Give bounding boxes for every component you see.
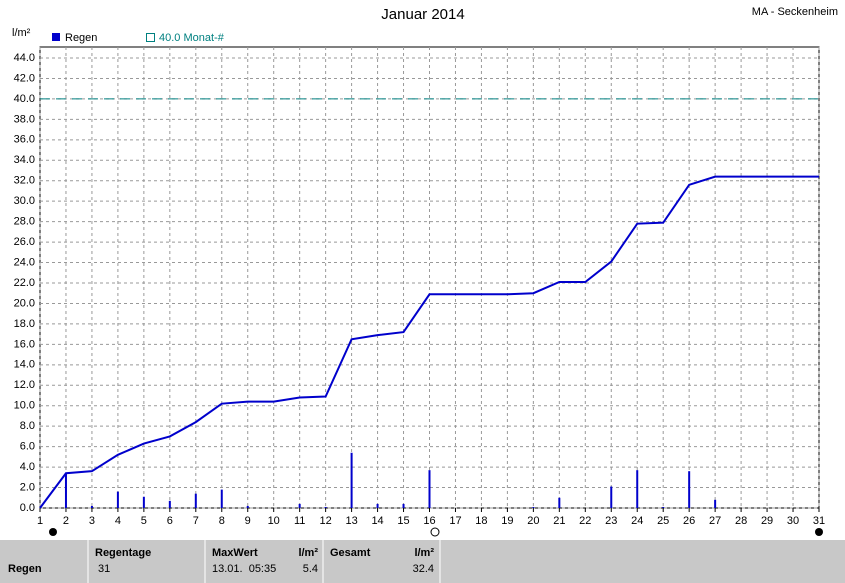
x-tick-label: 27 [709,515,721,527]
x-tick-label: 22 [579,515,591,527]
summary-panel [0,540,845,583]
legend-swatch [146,33,155,42]
y-tick-label: 16.0 [14,338,35,350]
x-tick-label: 8 [219,515,225,527]
y-tick-label: 8.0 [20,420,35,432]
cumulative-line [39,175,819,509]
summary-header: MaxWert [212,547,258,559]
summary-header: Gesamt [330,547,371,559]
x-tick-label: 10 [268,515,280,527]
x-tick-label: 12 [320,515,332,527]
x-tick-label: 26 [683,515,695,527]
x-tick-label: 5 [141,515,147,527]
marker [49,528,57,536]
summary-header: l/m² [298,547,318,559]
y-tick-label: 42.0 [14,72,35,84]
summary-header: Regentage [95,547,151,559]
y-tick-label: 40.0 [14,93,35,105]
x-tick-label: 6 [167,515,173,527]
x-tick-label: 14 [371,515,383,527]
x-tick-label: 4 [115,515,121,527]
summary-value: 31 [98,563,110,575]
legend-label: 40.0 Monat-# [159,32,225,44]
y-tick-label: 24.0 [14,256,35,268]
x-tick-label: 25 [657,515,669,527]
y-tick-label: 32.0 [14,175,35,187]
legend-swatch [52,33,60,41]
x-tick-label: 9 [245,515,251,527]
y-tick-label: 26.0 [14,236,35,248]
y-tick-label: 4.0 [20,461,35,473]
x-tick-label: 11 [294,515,305,527]
x-tick-label: 16 [423,515,435,527]
legend-label: Regen [65,32,97,44]
y-tick-label: 30.0 [14,195,35,207]
x-tick-label: 7 [193,515,199,527]
y-tick-label: 36.0 [14,134,35,146]
summary-value: 32.4 [413,563,434,575]
x-tick-label: 18 [475,515,487,527]
chart-title: Januar 2014 [381,6,464,23]
x-tick-label: 21 [553,515,565,527]
y-tick-label: 20.0 [14,297,35,309]
x-tick-label: 15 [397,515,409,527]
x-tick-label: 31 [813,515,825,527]
y-tick-label: 18.0 [14,318,35,330]
y-tick-label: 2.0 [20,481,35,493]
x-tick-label: 17 [449,515,461,527]
x-tick-label: 19 [501,515,513,527]
y-tick-label: 22.0 [14,277,35,289]
summary-header: l/m² [414,547,434,559]
y-tick-label: 14.0 [14,359,35,371]
y-tick-label: 38.0 [14,113,35,125]
y-tick-label: 44.0 [14,52,35,64]
y-tick-label: 10.0 [14,400,35,412]
marker [815,528,823,536]
station: MA - Seckenheim [752,6,838,18]
x-tick-label: 13 [345,515,357,527]
y-tick-label: 28.0 [14,216,35,228]
x-tick-label: 28 [735,515,747,527]
x-tick-label: 20 [527,515,539,527]
summary-value: 5.4 [303,563,318,575]
x-tick-label: 24 [631,515,643,527]
summary-row-label: Regen [8,563,42,575]
x-tick-label: 23 [605,515,617,527]
y-axis-label: l/m² [12,27,31,39]
x-tick-label: 2 [63,515,69,527]
x-tick-label: 3 [89,515,95,527]
x-tick-label: 1 [37,515,43,527]
marker [430,527,440,537]
y-tick-label: 34.0 [14,154,35,166]
y-tick-label: 12.0 [14,379,35,391]
y-tick-label: 6.0 [20,441,35,453]
x-tick-label: 29 [761,515,773,527]
y-tick-label: 0.0 [20,502,35,514]
x-tick-label: 30 [787,515,799,527]
summary-value: 13.01. 05:35 [212,563,276,575]
